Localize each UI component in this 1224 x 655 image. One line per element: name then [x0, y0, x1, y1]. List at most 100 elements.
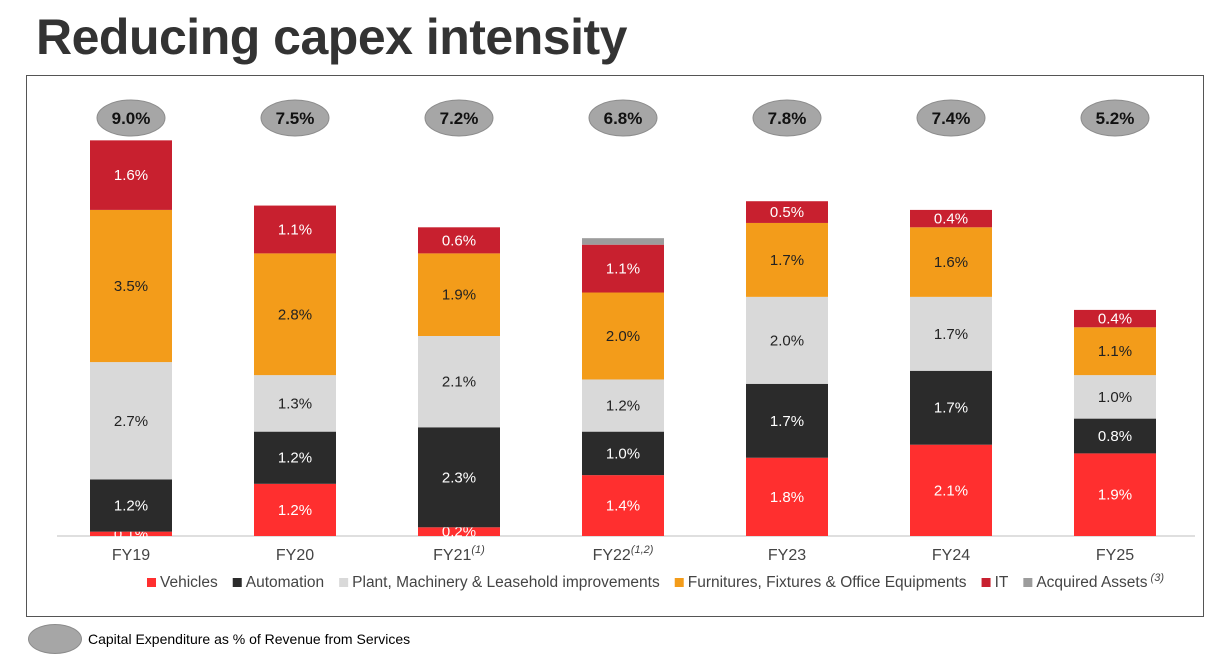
bar-segment-fy21-s2 — [418, 336, 500, 428]
total-ellipse — [1080, 99, 1150, 137]
bar-segment-fy22-s5 — [582, 238, 664, 245]
x-tick-label: FY19 — [112, 547, 150, 564]
data-label: 2.1% — [442, 374, 476, 391]
data-label: 1.7% — [934, 400, 968, 417]
bar-segment-fy22-s3 — [582, 292, 664, 380]
bar-segment-fy21-s0 — [418, 527, 500, 536]
legend-swatch-1 — [232, 578, 242, 587]
data-label: 1.2% — [278, 502, 312, 519]
bar-segment-fy24-s1 — [910, 370, 992, 445]
bar-segment-fy24-s4 — [910, 209, 992, 228]
bar-segment-fy21-s4 — [418, 227, 500, 254]
data-label: 1.0% — [1098, 389, 1132, 406]
bar-segment-fy23-s0 — [746, 457, 828, 536]
data-label: 0.2% — [442, 524, 476, 541]
data-label: 1.7% — [770, 252, 804, 269]
legend-superscript: (3) — [1148, 572, 1165, 584]
data-label: 1.4% — [606, 498, 640, 515]
legend-label-3: Furnitures, Fixtures & Office Equipments — [688, 574, 967, 591]
total-label: 5.2% — [1096, 109, 1135, 128]
data-label: 1.2% — [278, 450, 312, 467]
total-label: 6.8% — [604, 109, 643, 128]
footnote-text: Capital Expenditure as % of Revenue from… — [88, 631, 411, 647]
data-label: 1.8% — [770, 489, 804, 506]
data-label: 2.8% — [278, 306, 312, 323]
bar-segment-fy23-s4 — [746, 201, 828, 223]
data-label: 0.4% — [934, 211, 968, 228]
total-ellipse-key-icon — [28, 624, 82, 654]
data-label: 1.6% — [114, 167, 148, 184]
total-ellipse — [916, 99, 986, 137]
total-ellipse — [588, 99, 658, 137]
bar-segment-fy19-s4 — [90, 140, 172, 210]
bar-segment-fy21-s1 — [418, 427, 500, 528]
bar-segment-fy24-s0 — [910, 444, 992, 536]
total-ellipse — [752, 99, 822, 137]
bar-segment-fy25-s0 — [1074, 453, 1156, 536]
bar-segment-fy20-s0 — [254, 483, 336, 536]
data-label: 1.1% — [278, 221, 312, 238]
bar-segment-fy20-s4 — [254, 205, 336, 254]
legend-label-4: IT — [995, 574, 1009, 591]
bar-segment-fy19-s0 — [90, 531, 172, 536]
bar-segment-fy25-s1 — [1074, 418, 1156, 454]
data-label: 2.3% — [442, 469, 476, 486]
data-label: 2.1% — [934, 482, 968, 499]
legend-label-2: Plant, Machinery & Leasehold improvement… — [352, 574, 660, 591]
total-label: 9.0% — [112, 109, 151, 128]
bar-segment-fy21-s3 — [418, 253, 500, 336]
total-ellipse — [96, 99, 166, 137]
data-label: 1.7% — [770, 413, 804, 430]
data-label: 1.2% — [606, 398, 640, 415]
bar-segment-fy20-s2 — [254, 375, 336, 432]
x-tick-label: FY23 — [768, 547, 806, 564]
bar-segment-fy22-s2 — [582, 379, 664, 432]
legend-swatch-5 — [1023, 578, 1033, 587]
data-label: 1.9% — [442, 287, 476, 304]
bar-segment-fy24-s3 — [910, 227, 992, 297]
data-label: 1.7% — [934, 326, 968, 343]
data-label: 1.1% — [1098, 343, 1132, 360]
bar-segment-fy22-s4 — [582, 244, 664, 293]
bar-segment-fy24-s2 — [910, 296, 992, 371]
data-label: 0.5% — [770, 204, 804, 221]
bar-segment-fy19-s2 — [90, 362, 172, 480]
data-label: 1.3% — [278, 395, 312, 412]
data-label: 2.0% — [770, 332, 804, 349]
data-label: 2.7% — [114, 413, 148, 430]
total-label: 7.4% — [932, 109, 971, 128]
bar-segment-fy22-s0 — [582, 475, 664, 536]
bar-segment-fy19-s3 — [90, 209, 172, 363]
data-label: 1.1% — [606, 261, 640, 278]
x-tick-superscript: (1,2) — [631, 544, 654, 556]
legend-label-5: Acquired Assets (3) — [1036, 572, 1164, 591]
legend-swatch-2 — [339, 578, 349, 587]
footnote-legend: Capital Expenditure as % of Revenue from… — [28, 624, 410, 654]
legend-label-0: Vehicles — [160, 574, 218, 591]
x-tick-superscript: (1) — [471, 544, 485, 556]
bar-segment-fy25-s3 — [1074, 327, 1156, 376]
bar-segment-fy22-s1 — [582, 431, 664, 476]
x-tick-label: FY21(1) — [433, 544, 485, 564]
x-tick-label: FY22(1,2) — [593, 544, 654, 564]
bar-segment-fy20-s1 — [254, 431, 336, 484]
chart-frame: 0.1% 1.2% 2.7% 3.5% 1.6% 9.0% FY19 1.2% 1.2% 1.3%… — [26, 75, 1204, 617]
total-label: 7.2% — [440, 109, 479, 128]
x-tick-label: FY20 — [276, 547, 314, 564]
data-label: 3.5% — [114, 278, 148, 295]
bar-segment-fy23-s1 — [746, 383, 828, 458]
data-label: 0.4% — [1098, 311, 1132, 328]
data-label: 0.8% — [1098, 428, 1132, 445]
data-label: 0.6% — [442, 232, 476, 249]
bar-segment-fy25-s2 — [1074, 375, 1156, 419]
total-label: 7.5% — [276, 109, 315, 128]
bar-segment-fy23-s2 — [746, 296, 828, 384]
data-label: 1.2% — [114, 498, 148, 515]
bar-segment-fy19-s1 — [90, 479, 172, 532]
stacked-bar-chart: 0.1%1.2%2.7%3.5%1.6%9.0%FY191.2%1.2%1.3%… — [57, 99, 1195, 591]
total-ellipse — [424, 99, 494, 137]
data-label: 1.6% — [934, 254, 968, 271]
legend-label-1: Automation — [246, 574, 324, 591]
bar-segment-fy25-s4 — [1074, 309, 1156, 328]
bar-segment-fy20-s3 — [254, 253, 336, 376]
